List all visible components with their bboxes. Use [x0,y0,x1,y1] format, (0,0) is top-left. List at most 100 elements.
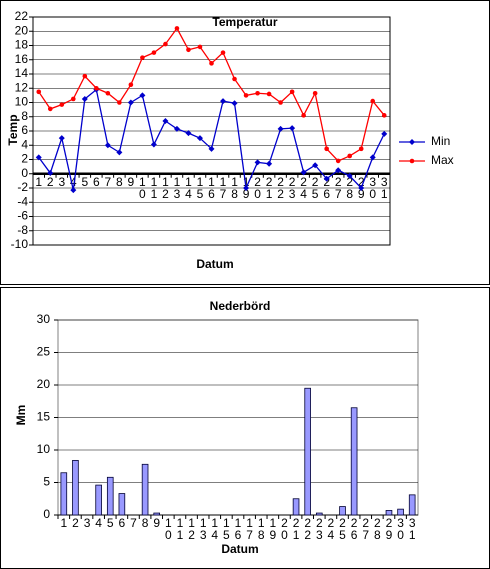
x-tick-label: 5 [81,175,88,189]
y-tick-label: -2 [17,180,28,194]
y-tick-label: 22 [15,9,29,23]
point [266,160,273,167]
x-tick-label: 7 [130,516,137,530]
y-tick-label: -8 [17,223,28,237]
x-tick-label: 4 [70,175,77,189]
bar [350,407,358,516]
point [174,26,180,31]
point [381,113,387,118]
x-tick-label: 8 [142,516,149,530]
y-axis-label: Mm [14,405,28,426]
point [381,130,388,137]
point [105,90,111,96]
y-tick-label: 15 [37,410,51,424]
x-tick-label: 4 [95,516,102,530]
bar [408,494,416,516]
x-tick-label: 5 [107,516,114,530]
bar [385,510,393,516]
y-tick-label: 16 [15,52,29,66]
point [139,92,146,99]
point [163,41,168,47]
bar [153,512,161,516]
point [277,125,284,132]
point [47,106,53,112]
point [324,146,329,152]
point [335,167,342,174]
point [312,90,318,96]
point [208,145,215,152]
point [312,162,319,169]
bar [304,387,311,516]
x-axis-label: Datum [196,257,233,271]
x-tick-label: 7 [105,175,112,189]
point [335,158,341,164]
point [70,187,77,194]
y-tick-label: 18 [15,38,29,52]
x-tick-label: 1 [60,516,67,530]
legend-marker [409,139,415,145]
bar [339,506,346,516]
point [58,135,65,142]
point [59,102,65,107]
point [358,146,364,152]
x-tick-label: 1 [35,175,42,189]
x-tick-label: 6 [93,175,100,189]
point [197,44,203,50]
y-tick-label: 2 [21,152,28,166]
point [220,50,226,55]
x-tick-label: 8 [116,175,123,189]
y-tick-label: 12 [15,80,29,94]
point [347,153,352,159]
point [162,118,169,125]
point [104,142,111,149]
y-tick-label: 20 [15,23,29,37]
point [81,95,88,102]
y-tick-label: 6 [21,123,28,137]
x-tick-label: 2 [72,516,79,530]
y-axis-label: Temp [6,114,20,145]
point [243,185,250,191]
point [232,76,237,82]
legend-marker [409,158,415,164]
x-tick-label: 3 [58,175,65,189]
point [173,125,180,132]
legend-label: Min [431,134,450,148]
y-tick-label: 4 [21,137,28,151]
point [301,113,306,118]
point [243,93,249,98]
point [254,159,261,166]
legend-label: Max [431,153,454,167]
point [36,89,42,95]
point [289,125,296,132]
point [370,98,376,104]
point [151,50,157,55]
